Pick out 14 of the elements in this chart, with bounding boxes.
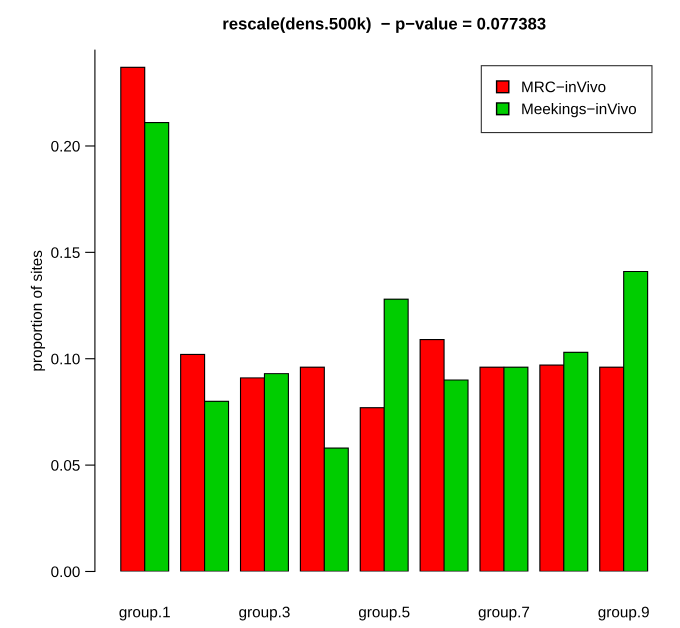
y-axis-title: proportion of sites [30,250,46,371]
y-tick-label: 0.20 [51,140,80,152]
x-tick-label: group.3 [239,606,290,620]
chart-title: rescale(dens.500k) − p−value = 0.077383 [223,17,546,33]
y-tick-label: 0.00 [51,566,80,578]
x-tick-label: group.7 [478,606,530,620]
legend-label: Meekings−inVivo [522,103,636,118]
x-tick-label: group.9 [598,606,649,620]
x-tick-label: group.1 [119,606,170,620]
y-tick-label: 0.15 [51,247,80,258]
y-tick-label: 0.05 [51,460,80,471]
legend-label: MRC−inVivo [522,81,606,92]
y-tick-label: 0.10 [51,354,80,364]
x-tick-label: group.5 [358,606,410,620]
